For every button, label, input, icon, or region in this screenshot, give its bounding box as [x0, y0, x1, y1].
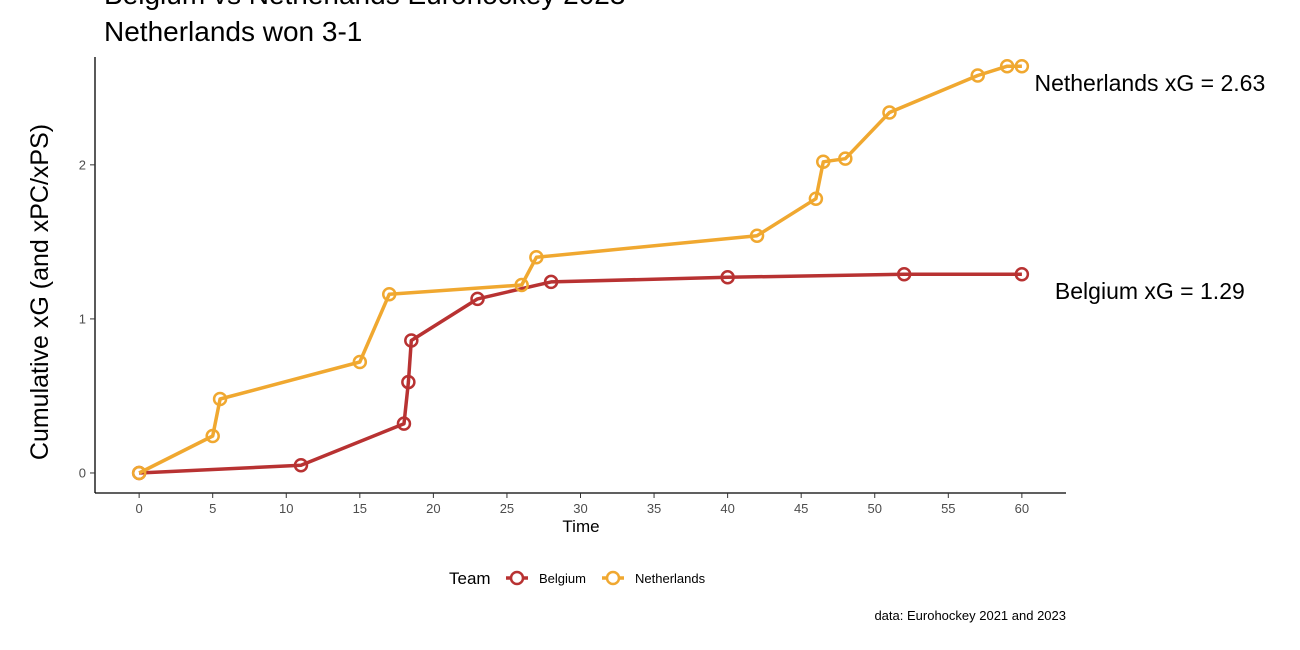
x-tick-label: 60 [1015, 501, 1029, 516]
y-axis-title: Cumulative xG (and xPC/xPS) [26, 124, 54, 460]
data-point-netherlands [212, 391, 228, 407]
y-tick-label: 2 [79, 157, 86, 172]
x-tick-label: 40 [720, 501, 734, 516]
x-axis-title: Time [562, 517, 599, 536]
chart-title: Belgium vs Netherlands Eurohockey 2023 [104, 0, 625, 10]
end-label-belgium: Belgium xG = 1.29 [1055, 278, 1245, 304]
x-tick-label: 20 [426, 501, 440, 516]
data-point-netherlands [381, 287, 397, 302]
x-tick-label: 5 [209, 501, 216, 516]
data-point-netherlands [529, 250, 544, 265]
data-point-belgium [404, 333, 419, 348]
x-tick-label: 30 [573, 501, 587, 516]
data-point-netherlands [514, 277, 529, 293]
data-point-belgium [293, 458, 309, 473]
x-tick-label: 15 [353, 501, 367, 516]
legend-title: Team [449, 569, 491, 588]
data-point-netherlands [838, 151, 853, 166]
legend-key-point-netherlands [605, 570, 621, 586]
data-point-netherlands [205, 428, 220, 444]
y-tick-label: 1 [79, 311, 86, 326]
data-point-netherlands [999, 58, 1015, 74]
data-point-belgium [896, 266, 912, 282]
data-point-belgium [1014, 266, 1030, 282]
legend: Team Belgium Netherlands [449, 569, 706, 588]
data-point-netherlands [882, 105, 897, 120]
data-point-belgium [401, 374, 416, 390]
plot-area: 0 5 10 15 20 25 30 35 40 45 50 55 60 0 1 2 Belgium xG = … [79, 57, 1265, 516]
x-tick-label: 45 [794, 501, 808, 516]
data-point-netherlands [131, 465, 147, 481]
legend-label-netherlands: Netherlands [635, 571, 706, 586]
series-line-netherlands [138, 64, 1022, 475]
data-point-belgium [470, 291, 485, 307]
data-point-belgium [396, 416, 412, 431]
x-tick-label: 0 [136, 501, 143, 516]
data-point-netherlands [749, 228, 765, 243]
data-point-netherlands [816, 154, 831, 170]
legend-key-point-belgium [509, 570, 525, 586]
data-point-netherlands [808, 191, 824, 206]
y-tick-label: 0 [79, 465, 86, 480]
x-tick-label: 25 [500, 501, 514, 516]
data-point-netherlands [970, 68, 985, 83]
data-point-belgium [720, 270, 735, 285]
legend-label-belgium: Belgium [539, 571, 586, 586]
data-point-netherlands [352, 354, 368, 370]
x-tick-label: 10 [279, 501, 293, 516]
data-point-belgium [543, 274, 559, 290]
x-tick-label: 55 [941, 501, 955, 516]
x-tick-label: 50 [868, 501, 882, 516]
caption: data: Eurohockey 2021 and 2023 [874, 608, 1066, 623]
chart-subtitle: Netherlands won 3-1 [104, 16, 362, 47]
end-label-netherlands: Netherlands xG = 2.63 [1034, 70, 1265, 96]
x-tick-label: 35 [647, 501, 661, 516]
series-line-belgium [139, 272, 1022, 475]
data-point-netherlands [1014, 58, 1030, 74]
